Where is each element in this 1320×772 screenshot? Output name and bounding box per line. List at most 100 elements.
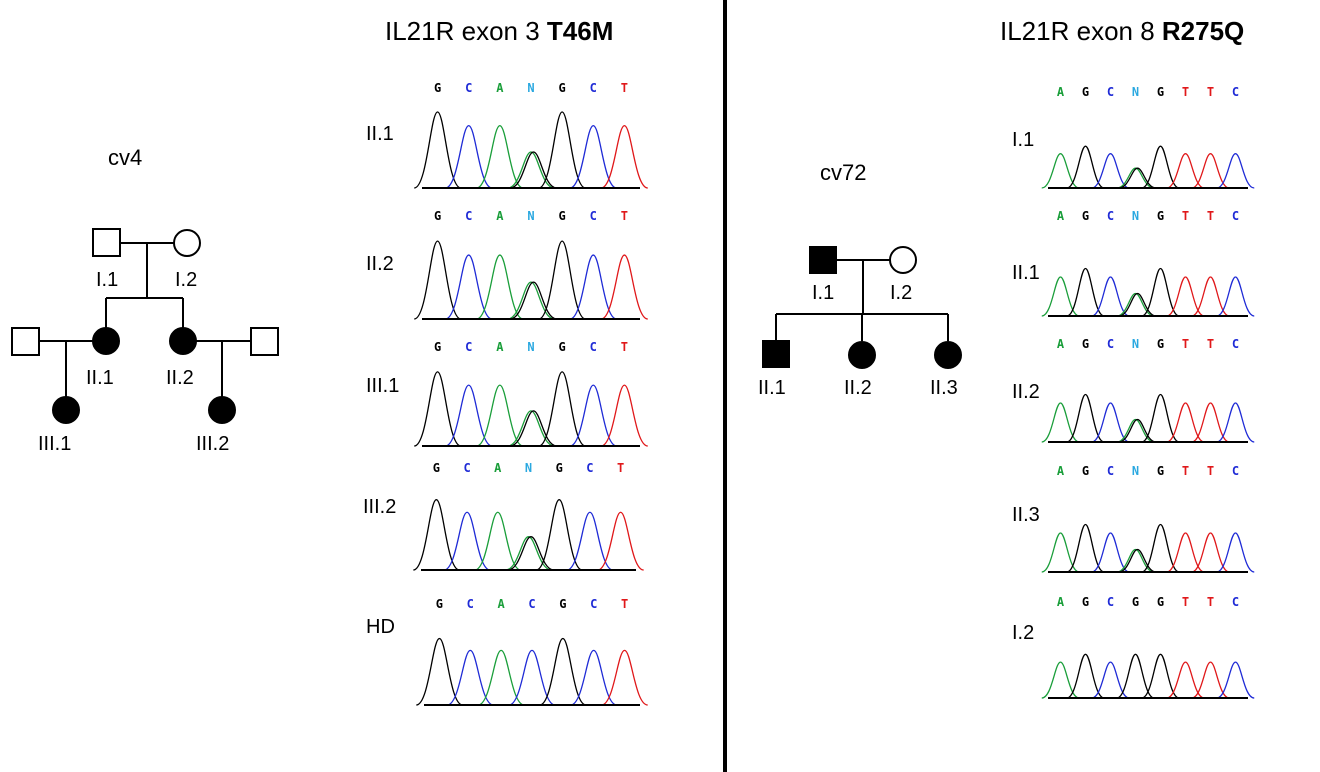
pedigree-female-I.2 (889, 246, 917, 274)
base-call: A (496, 209, 504, 223)
pedigree-female-II.2-affected (848, 341, 876, 369)
base-call: A (1057, 464, 1065, 478)
trace-peak (1141, 653, 1180, 699)
trace-peak (538, 240, 586, 320)
base-call: N (525, 461, 532, 475)
trace-peak (1091, 276, 1130, 317)
trace-peak (1141, 393, 1180, 443)
chromatogram-II.2: II.2 A G C N G T T C (1012, 337, 1255, 443)
base-call: C (1232, 337, 1239, 351)
chromatogram-II.2: II.2 G C A N G C T (366, 209, 649, 320)
trace-peak (476, 384, 524, 447)
base-call: A (1057, 337, 1065, 351)
trace-peak (1116, 167, 1155, 189)
base-call: C (1232, 85, 1239, 99)
chromatogram-label: I.1 (1012, 129, 1034, 151)
trace-peak (509, 281, 558, 320)
trace-peak (1166, 276, 1205, 317)
pedigree-label-I.1: I.1 (96, 269, 118, 291)
trace-peak (413, 240, 462, 320)
base-call: A (496, 340, 504, 354)
base-call: T (621, 209, 628, 223)
trace-peak (507, 536, 555, 571)
base-call: T (621, 340, 628, 354)
base-call: G (559, 340, 566, 354)
trace-peak (413, 371, 462, 447)
base-call: A (1057, 595, 1065, 609)
base-call: G (434, 340, 441, 354)
trace-peak (1191, 276, 1230, 317)
trace-peak (569, 384, 617, 447)
trace-peak (1066, 267, 1105, 317)
trace-peak (1141, 267, 1180, 317)
trace-peak (1091, 661, 1130, 699)
base-call: T (1207, 464, 1214, 478)
base-call: C (465, 209, 472, 223)
chromatogram-label: III.2 (363, 496, 396, 518)
chromatogram-label: HD (366, 616, 395, 638)
trace-peak (1041, 402, 1080, 443)
trace-peak (1041, 153, 1080, 189)
base-call: G (1082, 85, 1089, 99)
trace-peak (445, 384, 493, 447)
trace-peak (416, 637, 463, 706)
trace-peak (1091, 153, 1130, 189)
trace-peak (538, 371, 586, 447)
base-call: C (467, 597, 474, 611)
pedigree-label-cv72-I.2: I.2 (890, 282, 912, 304)
trace-peak (538, 111, 586, 189)
base-call: T (1207, 337, 1214, 351)
base-call: T (617, 461, 624, 475)
pedigree-cv4: cv4 I.1 I.2 II.1 II.2 III.1 (11, 145, 279, 455)
trace-peak (600, 254, 649, 320)
trace-peak (1116, 653, 1155, 699)
trace-peak (1191, 661, 1230, 699)
base-call: C (590, 597, 597, 611)
base-call: C (590, 340, 597, 354)
trace-peak (1216, 276, 1255, 317)
trace-peak (1066, 653, 1105, 699)
trace-peak (446, 649, 494, 706)
pedigree-label-II.1: II.1 (86, 367, 114, 389)
trace-peak (1118, 167, 1157, 189)
trace-peak (445, 124, 493, 189)
trace-peak (445, 254, 493, 320)
trace-peak (570, 649, 618, 706)
chromatogram-II.3: II.3 A G C N G T T C (1012, 464, 1255, 573)
base-call: G (434, 209, 441, 223)
pedigree-male-I.1-affected (809, 246, 837, 274)
base-call: A (498, 597, 506, 611)
trace-peak (1066, 523, 1105, 573)
base-call: T (1182, 595, 1189, 609)
base-call: C (586, 461, 593, 475)
trace-peak (476, 124, 524, 189)
trace-peak (413, 499, 460, 571)
right-title-prefix: IL21R exon 8 (1000, 16, 1162, 46)
pedigree-label-cv72-II.2: II.2 (844, 377, 872, 399)
chromatogram-label: II.2 (1012, 381, 1040, 403)
trace-peak (1191, 153, 1230, 189)
pedigree-female-III.1-affected (52, 396, 80, 424)
trace-peak (1041, 661, 1080, 699)
chromatograms-exon8: I.1 A G C N G T T C II.1 A G C N G T T C II.2 A G C N G T T C II.3 A… (1012, 85, 1255, 699)
trace-peak (566, 511, 614, 571)
trace-peak (443, 511, 491, 571)
trace-peak (1216, 661, 1255, 699)
base-call: T (1182, 337, 1189, 351)
chromatogram-label: II.2 (366, 253, 394, 275)
trace-peak (1141, 523, 1180, 573)
pedigree-label-III.1: III.1 (38, 433, 71, 455)
base-call: N (1132, 209, 1139, 223)
chromatogram-III.2: III.2 G C A N G C T (363, 461, 644, 571)
base-call: G (1082, 209, 1089, 223)
base-call: N (527, 209, 534, 223)
base-call: T (1207, 85, 1214, 99)
trace-peak (600, 124, 649, 189)
base-call: N (527, 340, 534, 354)
trace-peak (1118, 418, 1157, 443)
base-call: C (1107, 209, 1114, 223)
base-call: C (590, 81, 597, 95)
base-call: A (494, 461, 502, 475)
base-call: C (1232, 595, 1239, 609)
base-call: G (556, 461, 563, 475)
